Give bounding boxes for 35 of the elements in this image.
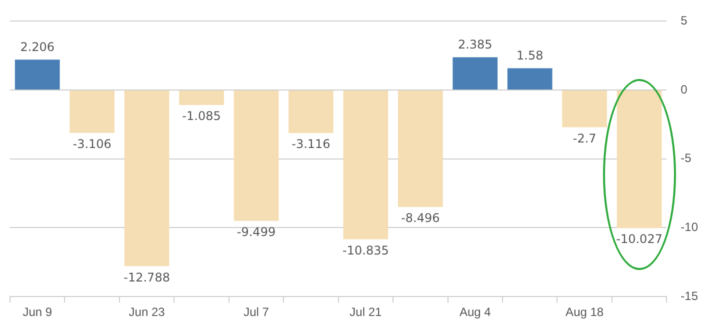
- y-tick-label: -15: [680, 288, 698, 303]
- y-tick-label: -5: [680, 151, 692, 166]
- bar: [179, 90, 224, 105]
- x-tick-label: Jul 21: [350, 305, 382, 320]
- y-tick-label: 5: [680, 14, 688, 28]
- data-label: 2.206: [20, 40, 55, 54]
- data-label: 2.385: [458, 37, 492, 52]
- x-tick-label: Aug 18: [566, 305, 604, 320]
- data-label: -8.496: [401, 211, 440, 226]
- bar: [14, 60, 60, 90]
- data-label: -10.835: [342, 243, 389, 258]
- x-tick-label: Jun 23: [128, 305, 166, 320]
- data-label: -3.116: [292, 137, 330, 152]
- bar: [452, 57, 498, 90]
- data-label: -2.7: [572, 131, 596, 146]
- data-label: -3.106: [72, 136, 112, 151]
- bar: [616, 90, 662, 228]
- x-tick-label: Jul 7: [244, 305, 270, 320]
- y-tick-label: -10: [680, 220, 698, 234]
- data-label: -12.788: [124, 270, 170, 284]
- bar: [288, 90, 334, 133]
- y-tick-label: 0: [680, 82, 688, 96]
- x-tick-label: Jun 9: [22, 305, 52, 320]
- bar: [234, 90, 279, 221]
- bar: [507, 68, 552, 90]
- bar: [343, 90, 388, 240]
- data-label: -9.499: [236, 224, 276, 239]
- bar: [124, 90, 170, 266]
- data-label: -10.027: [616, 232, 662, 246]
- data-label: 1.58: [516, 48, 544, 62]
- bar: [70, 90, 115, 133]
- data-label: -1.085: [182, 109, 221, 124]
- bar: [562, 90, 608, 128]
- bar: [398, 90, 443, 208]
- x-tick-label: Aug 4: [459, 305, 492, 320]
